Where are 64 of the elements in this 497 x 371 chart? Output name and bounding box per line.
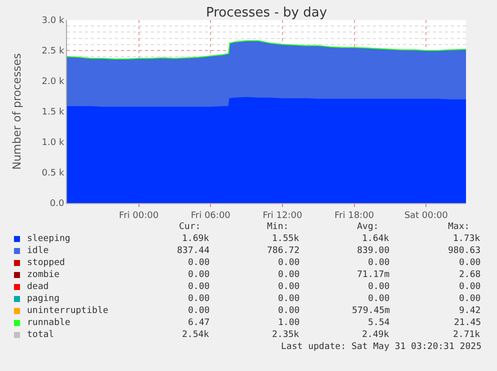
text: 9.42 (459, 306, 481, 316)
legend-label: paging (27, 294, 60, 304)
y-tick-label: 2.5 k (42, 46, 65, 57)
text: 21.45 (454, 318, 482, 328)
text: 0.00 (188, 294, 210, 304)
text: 0.00 (188, 306, 210, 316)
text: 1.55k (272, 234, 300, 244)
y-tick-label: 2.0 k (42, 77, 65, 88)
text: 0.00 (459, 282, 481, 292)
x-tick-label: Fri 06:00 (190, 210, 231, 221)
text: 6.47 (188, 318, 210, 328)
text: 0.00 (188, 270, 210, 280)
legend-label: sleeping (27, 234, 70, 244)
legend-label: stopped (27, 258, 65, 268)
text: 0.00 (278, 306, 300, 316)
text: 0.00 (188, 258, 210, 268)
text: 2.54k (182, 330, 210, 340)
text: Min: (267, 222, 289, 232)
x-tick-label: Fri 12:00 (262, 210, 302, 221)
text: 2.68 (459, 270, 481, 280)
text: Max: (448, 222, 470, 232)
text: 980.63 (448, 246, 481, 256)
legend-label: runnable (27, 318, 70, 328)
y-tick-label: 0.0 (50, 199, 64, 210)
x-tick-label: Fri 00:00 (119, 210, 159, 221)
text: 2.49k (362, 330, 390, 340)
text: 2.71k (453, 330, 481, 340)
text: 5.54 (368, 318, 390, 328)
text: 71.17m (357, 270, 390, 280)
x-tick-label: Fri 18:00 (334, 210, 374, 221)
text: 837.44 (177, 246, 210, 256)
text: 0.00 (368, 294, 390, 304)
legend-label: dead (27, 282, 49, 292)
y-axis-title: Number of processes (10, 52, 24, 170)
legend-label: idle (27, 246, 49, 256)
text: 0.00 (278, 270, 300, 280)
text: Cur: (179, 222, 201, 232)
text: 839.00 (357, 246, 390, 256)
text: 0.00 (368, 282, 390, 292)
text: 0.00 (368, 258, 390, 268)
y-tick-label: 0.5 k (42, 168, 65, 179)
text: 0.00 (278, 294, 300, 304)
legend-label: zombie (27, 270, 60, 280)
text: 1.69k (182, 234, 210, 244)
text: Avg: (357, 222, 379, 232)
text: 579.45m (352, 306, 390, 316)
chart-title: Processes - by day (206, 6, 328, 21)
y-tick-label: 1.0 k (42, 138, 65, 148)
text: Last update: Sat May 31 03:20:31 2025 (281, 342, 482, 352)
legend-label: total (27, 330, 54, 340)
y-tick-label: 1.5 k (42, 108, 65, 118)
text: 2.35k (272, 330, 300, 340)
text: 0.00 (188, 282, 210, 292)
y-tick-label: 3.0 k (42, 16, 65, 26)
text: 1.64k (362, 234, 390, 244)
text: 1.00 (278, 318, 300, 328)
legend-label: uninterruptible (27, 306, 108, 316)
text: 0.00 (278, 282, 300, 292)
text: 1.73k (453, 234, 481, 244)
text: 0.00 (459, 258, 481, 268)
x-tick-label: Sat 00:00 (404, 210, 448, 221)
text: 0.00 (278, 258, 300, 268)
text: 786.72 (267, 246, 300, 256)
text: 0.00 (459, 294, 481, 304)
